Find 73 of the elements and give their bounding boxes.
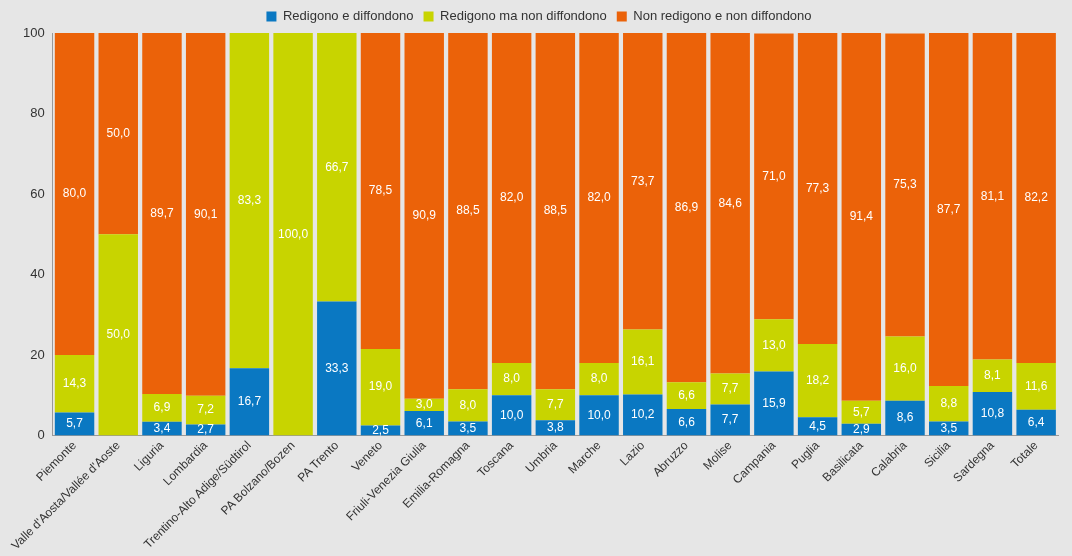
data-label: 8,8 [940, 395, 958, 410]
data-label: 89,7 [150, 205, 174, 220]
data-label: 16,7 [237, 394, 262, 409]
data-label: 100,0 [278, 226, 309, 241]
data-label: 7,2 [197, 402, 215, 417]
data-label: 15,9 [762, 395, 786, 410]
data-label: 8,6 [896, 410, 914, 425]
data-label: 8,1 [984, 368, 1002, 383]
data-label: 16,0 [893, 360, 918, 375]
data-label: 2,7 [197, 422, 215, 437]
data-label: 19,0 [368, 379, 393, 394]
data-label: 80,0 [62, 186, 87, 201]
data-label: 7,7 [721, 381, 739, 396]
data-label: 13,0 [762, 337, 786, 352]
legend-label: Redigono e diffondono [282, 8, 414, 24]
data-label: 3,0 [415, 397, 433, 412]
data-label: 33,3 [325, 360, 349, 375]
data-label: 66,7 [325, 159, 349, 174]
data-label: 83,3 [237, 192, 262, 207]
data-label: 75,3 [893, 177, 918, 192]
y-tick-label: 20 [30, 346, 45, 362]
data-label: 10,2 [631, 407, 655, 422]
data-label: 73,7 [631, 173, 655, 188]
data-label: 6,9 [153, 400, 171, 415]
y-tick-label: 60 [30, 185, 45, 201]
data-label: 8,0 [459, 397, 477, 412]
data-label: 71,0 [762, 168, 786, 183]
data-label: 6,6 [678, 414, 696, 429]
data-label: 90,9 [412, 208, 437, 223]
data-label: 84,6 [718, 195, 743, 210]
data-label: 6,1 [415, 415, 433, 430]
data-label: 8,0 [590, 371, 608, 386]
data-label: 2,5 [372, 422, 390, 437]
data-label: 50,0 [106, 327, 131, 342]
data-label: 78,5 [368, 183, 393, 198]
legend-label: Non redigono e non diffondono [633, 8, 812, 24]
data-label: 14,3 [62, 376, 87, 391]
data-label: 10,8 [980, 406, 1005, 421]
data-label: 50,0 [106, 125, 131, 140]
data-label: 18,2 [805, 373, 830, 388]
data-label: 16,1 [631, 354, 655, 369]
y-tick-label: 100 [22, 24, 45, 40]
data-label: 3,4 [153, 420, 171, 435]
data-label: 82,0 [499, 190, 524, 205]
data-label: 8,0 [503, 371, 521, 386]
data-label: 82,0 [587, 190, 612, 205]
data-label: 10,0 [587, 407, 612, 422]
data-label: 91,4 [849, 209, 874, 224]
data-label: 6,4 [1027, 414, 1045, 429]
data-label: 88,5 [543, 203, 568, 218]
data-label: 90,1 [193, 206, 218, 221]
y-tick-label: 40 [30, 266, 45, 282]
data-label: 3,8 [547, 420, 565, 435]
data-label: 87,7 [937, 201, 961, 216]
data-label: 3,5 [459, 420, 477, 435]
data-label: 10,0 [499, 407, 524, 422]
data-label: 86,9 [674, 199, 699, 214]
data-label: 82,2 [1024, 189, 1049, 204]
data-label: 4,5 [809, 418, 827, 433]
data-label: 11,6 [1024, 378, 1048, 393]
data-label: 7,7 [547, 397, 565, 411]
legend-label: Redigono ma non diffondono [440, 8, 607, 24]
data-label: 81,1 [980, 188, 1005, 203]
data-label: 77,3 [805, 180, 830, 195]
y-tick-label: 0 [37, 427, 45, 443]
data-label: 3,5 [940, 420, 958, 435]
data-label: 2,9 [852, 421, 870, 436]
data-label: 5,7 [66, 416, 84, 431]
data-label: 88,5 [456, 203, 480, 218]
data-label: 6,6 [678, 387, 696, 402]
data-label: 5,7 [852, 404, 870, 419]
data-label: 7,7 [721, 412, 739, 427]
y-tick-label: 80 [30, 105, 45, 121]
